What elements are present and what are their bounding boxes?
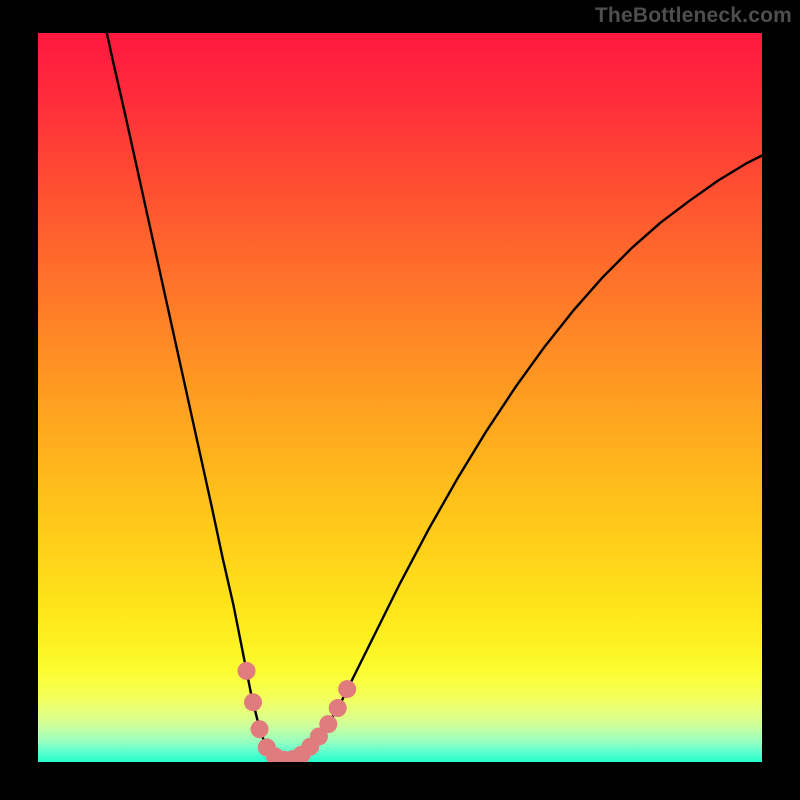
curve-marker — [338, 680, 356, 698]
plot-svg — [38, 33, 762, 762]
curve-marker — [238, 662, 256, 680]
watermark-text: TheBottleneck.com — [595, 4, 792, 28]
plot-area — [38, 33, 762, 762]
curve-marker — [244, 693, 262, 711]
chart-container: TheBottleneck.com — [0, 0, 800, 800]
bottleneck-curve — [107, 33, 762, 760]
curve-marker — [251, 720, 269, 738]
curve-marker — [319, 715, 337, 733]
curve-marker — [329, 699, 347, 717]
